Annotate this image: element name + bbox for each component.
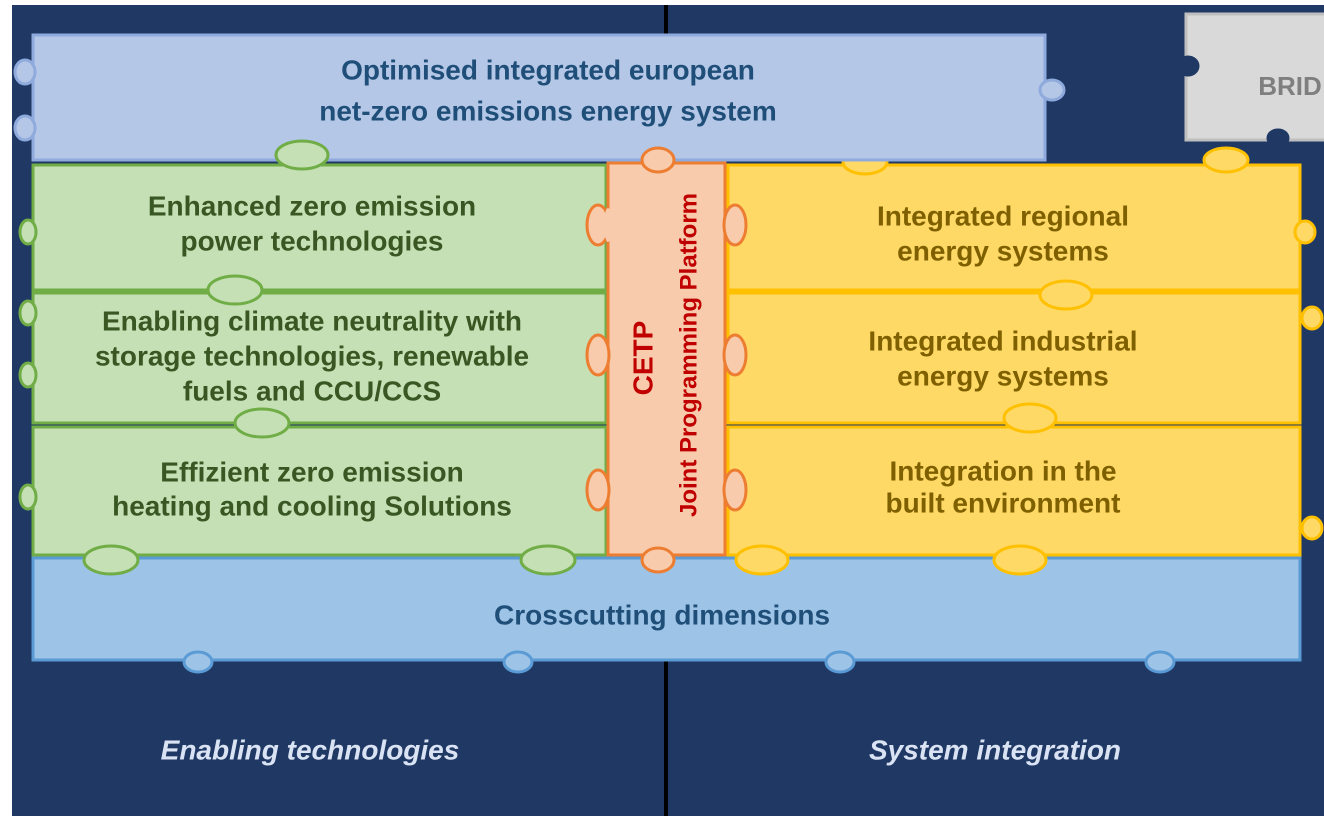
block-text: Integration in the bbox=[889, 455, 1116, 486]
puzzle-knob bbox=[18, 299, 38, 327]
center-block bbox=[606, 161, 727, 557]
puzzle-knob bbox=[640, 146, 676, 174]
block-text: Integrated regional bbox=[877, 200, 1129, 231]
block-text: heating and cooling Solutions bbox=[112, 490, 512, 521]
puzzle-knob bbox=[1300, 305, 1324, 331]
puzzle-knob bbox=[502, 650, 534, 674]
block-text: energy systems bbox=[897, 360, 1109, 391]
block-text: Effizient zero emission bbox=[160, 456, 463, 487]
puzzle-knob bbox=[1038, 279, 1094, 311]
puzzle-knob bbox=[13, 58, 37, 86]
column-label: Enabling technologies bbox=[161, 734, 460, 765]
crosscutting-label: Crosscutting dimensions bbox=[494, 599, 830, 630]
puzzle-knob bbox=[1176, 55, 1200, 77]
puzzle-knob bbox=[585, 333, 611, 377]
puzzle-knob bbox=[182, 650, 214, 674]
puzzle-knob bbox=[1038, 78, 1066, 102]
puzzle-knob bbox=[82, 544, 140, 576]
puzzle-knob bbox=[722, 203, 748, 247]
bridge-piece bbox=[1184, 12, 1324, 142]
puzzle-knob bbox=[233, 407, 291, 439]
puzzle-knob bbox=[18, 218, 38, 246]
crosscutting-block bbox=[31, 556, 1302, 662]
center-subtitle: Joint Programming Platform bbox=[675, 193, 702, 517]
puzzle-knob bbox=[1266, 128, 1290, 148]
block-text: Enabling climate neutrality with bbox=[102, 305, 522, 336]
block-text: net-zero emissions energy system bbox=[319, 95, 777, 126]
puzzle-knob bbox=[585, 468, 611, 512]
puzzle-knob bbox=[18, 483, 38, 511]
block-text: fuels and CCU/CCS bbox=[183, 375, 441, 406]
column-label: System integration bbox=[869, 734, 1121, 765]
center-title: CETP bbox=[627, 321, 658, 396]
puzzle-knob bbox=[206, 274, 264, 306]
puzzle-knob bbox=[18, 361, 38, 389]
puzzle-knob bbox=[722, 468, 748, 512]
puzzle-knob bbox=[722, 333, 748, 377]
top-banner bbox=[31, 33, 1047, 162]
integration-block bbox=[726, 163, 1302, 292]
puzzle-knob bbox=[604, 208, 612, 242]
puzzle-knob bbox=[640, 546, 676, 574]
enabling-block bbox=[31, 425, 608, 557]
puzzle-knob bbox=[13, 114, 37, 142]
block-text: power technologies bbox=[181, 225, 444, 256]
puzzle-knob bbox=[992, 544, 1048, 576]
puzzle-knob bbox=[274, 139, 330, 171]
block-text: energy systems bbox=[897, 235, 1109, 266]
puzzle-knob bbox=[824, 650, 856, 674]
puzzle-knob bbox=[1293, 219, 1317, 245]
bridge-label: BRID bbox=[1258, 71, 1322, 101]
block-text: Enhanced zero emission bbox=[148, 190, 476, 221]
integration-block bbox=[726, 291, 1302, 425]
integration-block bbox=[726, 425, 1302, 557]
texts: BRID Optimised integrated european net-zer… bbox=[95, 54, 1322, 765]
block-text: Integrated industrial bbox=[868, 325, 1137, 356]
block-text: built environment bbox=[886, 487, 1121, 518]
shapes bbox=[13, 12, 1324, 674]
puzzle-knob bbox=[1300, 515, 1324, 541]
puzzle-knob bbox=[1202, 146, 1250, 174]
block-text: storage technologies, renewable bbox=[95, 340, 529, 371]
puzzle-knob bbox=[734, 544, 790, 576]
block-text: Optimised integrated european bbox=[341, 54, 755, 85]
puzzle-knob bbox=[1002, 402, 1058, 434]
puzzle-knob bbox=[519, 544, 577, 576]
enabling-block bbox=[31, 291, 608, 425]
puzzle-knob bbox=[1144, 650, 1176, 674]
